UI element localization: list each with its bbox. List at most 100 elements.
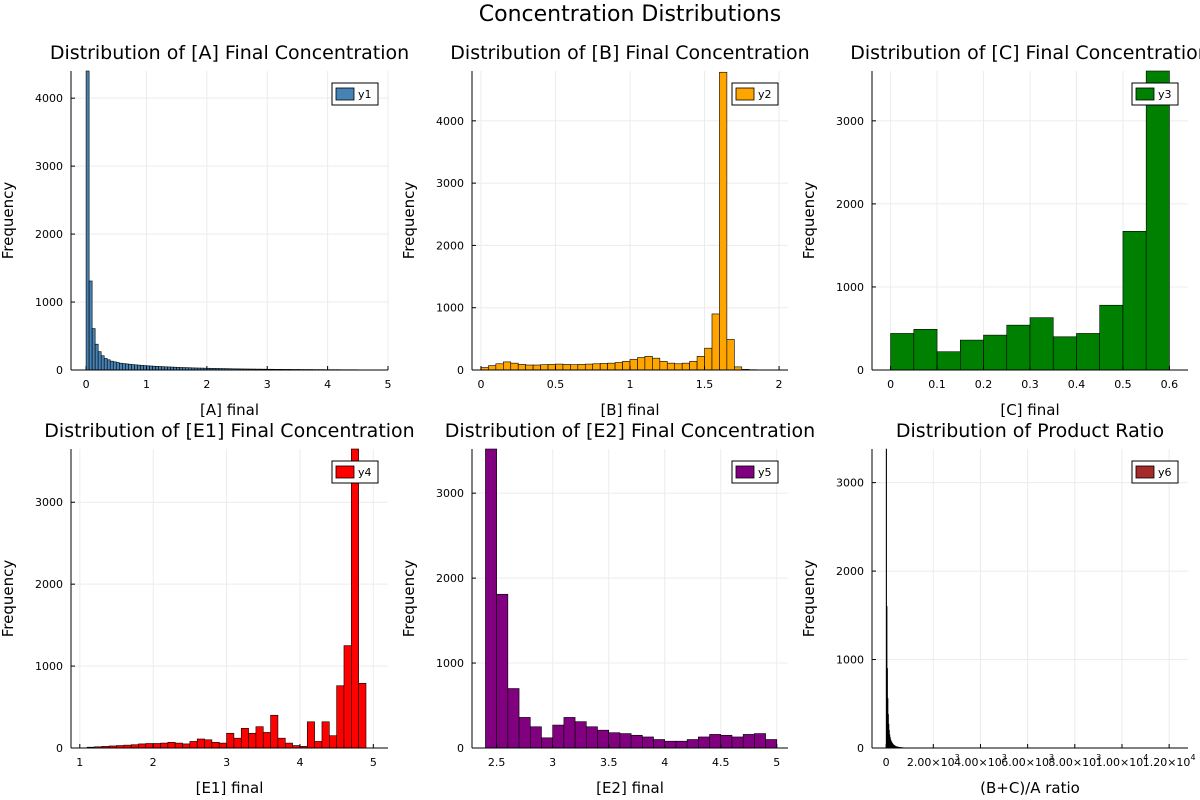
histogram-bar [754,733,766,749]
histogram-bar [1052,336,1077,371]
legend-label: y3 [1158,88,1172,101]
histogram-bar [664,740,677,749]
legend: y4 [331,460,379,484]
x-tick-exponent: 4 [1143,753,1148,762]
histogram-bar [91,328,96,371]
histogram-bar [1076,333,1101,371]
histogram-bar [570,364,579,371]
bars [86,448,367,749]
x-tick-label: 2.00×103 [907,753,960,769]
histogram-bar [100,355,105,371]
histogram-bar [149,365,153,371]
histogram-bar [563,717,576,749]
histogram-bar [541,737,553,749]
subplot-5: 2.5 3 3.5 4 4.5 5 0 1000 2000 3000 Distribution of… [400,420,815,797]
histogram-bar [517,364,526,371]
histogram-bar [1122,230,1147,371]
x-tick-label: 3.5 [600,756,618,769]
histogram-bar [122,363,126,371]
y-tick-label: 2000 [436,572,464,585]
x-tick-exponent: 3 [1002,753,1007,762]
histogram-bar [103,358,108,371]
histogram-bar [720,734,733,749]
histogram-bar [1006,324,1031,371]
y-tick-label: 0 [857,742,864,755]
histogram-bar [630,734,643,749]
legend-label: y6 [1158,466,1172,479]
histogram-bar [496,593,509,749]
histogram-bar [88,280,93,371]
histogram-bar [1145,70,1170,371]
histogram-bar [959,339,984,371]
y-tick-label: 1000 [35,660,63,673]
legend-swatch [335,465,355,479]
histogram-bar [637,357,646,371]
histogram-bar [248,732,257,749]
y-tick-label: 2000 [35,228,63,241]
subplot-2: 0 0.5 1 1.5 2 0 1000 2000 3000 4000 Distribution o… [400,42,810,419]
histogram-bar [742,734,755,749]
histogram-bar [890,333,915,371]
histogram-bar [674,363,683,371]
y-tick-label: 3000 [35,160,63,173]
x-tick-exponent: 4 [1190,753,1195,762]
y-tick-label: 0 [56,364,63,377]
x-tick-label: 2 [150,756,157,769]
histogram-bar [585,726,598,749]
histogram-bar [659,360,668,371]
histogram-bar [277,737,286,749]
bars [885,448,906,749]
y-tick-label: 3000 [836,115,864,128]
x-tick-label: 6.00×103 [1001,753,1054,769]
histogram-bar [270,714,279,749]
histogram-bar [689,360,698,371]
x-tick-label: 3 [264,378,271,391]
histogram-bar [642,736,654,749]
histogram-bar [686,739,699,749]
x-tick-label: 0.4 [1068,378,1086,391]
x-tick-label: 1.5 [696,378,714,391]
histogram-bar [510,362,519,371]
histogram-bar [652,357,661,371]
histogram-bar [532,364,541,371]
x-axis-label: [E1] final [196,779,264,797]
histogram-bar [233,737,242,749]
x-tick-label: 0.5 [547,378,565,391]
subplot-4: 1 2 3 4 5 0 1000 2000 3000 Distribution of [E1] F… [0,420,415,797]
legend-swatch [1135,465,1155,479]
histogram-bar [125,363,129,371]
x-axis-label: [B] final [600,401,659,419]
x-tick-label: 1 [143,378,150,391]
histogram-bar [328,735,337,749]
histogram-bar [131,364,135,371]
x-tick-label: 2 [203,378,210,391]
histogram-bar [495,363,504,371]
x-tick-label: 0.2 [975,378,993,391]
histogram-bar [574,721,587,749]
x-tick-label: 0.6 [1161,378,1179,391]
histogram-bar [619,733,632,749]
y-tick-label: 1000 [35,296,63,309]
histogram-bar [936,351,961,371]
histogram-bar [204,739,213,749]
histogram-bar [726,339,735,371]
histogram-bar [488,365,497,371]
x-axis-label: (B+C)/A ratio [980,779,1080,797]
legend-label: y5 [758,466,772,479]
x-tick-label: 4 [324,378,331,391]
x-tick-label: 0.3 [1021,378,1039,391]
histogram-bar [196,738,205,749]
legend-swatch [335,87,355,101]
bars [85,70,377,371]
histogram-bar [540,364,549,371]
subplot-title: Distribution of [C] Final Concentration [850,42,1200,64]
x-tick-label: 4.5 [712,756,730,769]
y-tick-label: 0 [457,364,464,377]
histogram-bar [731,736,744,749]
y-tick-label: 0 [857,364,864,377]
bars [485,448,778,749]
histogram-bar [913,329,938,371]
y-tick-label: 4000 [436,115,464,128]
x-tick-label: 0 [887,378,894,391]
histogram-bar [106,359,111,371]
